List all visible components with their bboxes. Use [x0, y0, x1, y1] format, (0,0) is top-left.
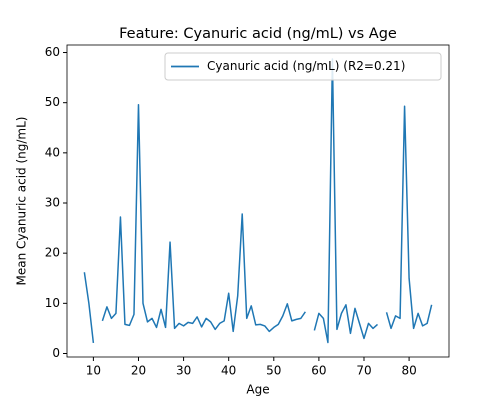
x-tick-label: 50	[266, 364, 281, 378]
y-tick-label: 0	[52, 346, 60, 360]
y-tick-label: 40	[45, 145, 60, 159]
legend-box	[164, 52, 442, 81]
x-tick-label: 40	[221, 364, 236, 378]
x-tick-label: 20	[131, 364, 146, 378]
chart-title: Feature: Cyanuric acid (ng/mL) vs Age	[119, 26, 397, 42]
x-tick-label: 70	[356, 364, 371, 378]
x-tick-label: 60	[311, 364, 326, 378]
y-tick-label: 60	[45, 45, 60, 59]
y-axis-label: Mean Cyanuric acid (ng/mL)	[15, 117, 29, 286]
plot-frame	[66, 44, 450, 358]
y-tick-label: 20	[45, 246, 60, 260]
x-tick-label: 30	[176, 364, 191, 378]
line	[83, 58, 433, 344]
legend-label: Cyanuric acid (ng/mL) (R2=0.21)	[207, 59, 405, 73]
x-tick-label: 10	[86, 364, 101, 378]
y-tick-label: 30	[45, 196, 60, 210]
y-tick-label: 50	[45, 95, 60, 109]
x-tick-label: 80	[401, 364, 416, 378]
y-tick-label: 10	[45, 296, 60, 310]
x-axis-label: Age	[246, 383, 269, 397]
